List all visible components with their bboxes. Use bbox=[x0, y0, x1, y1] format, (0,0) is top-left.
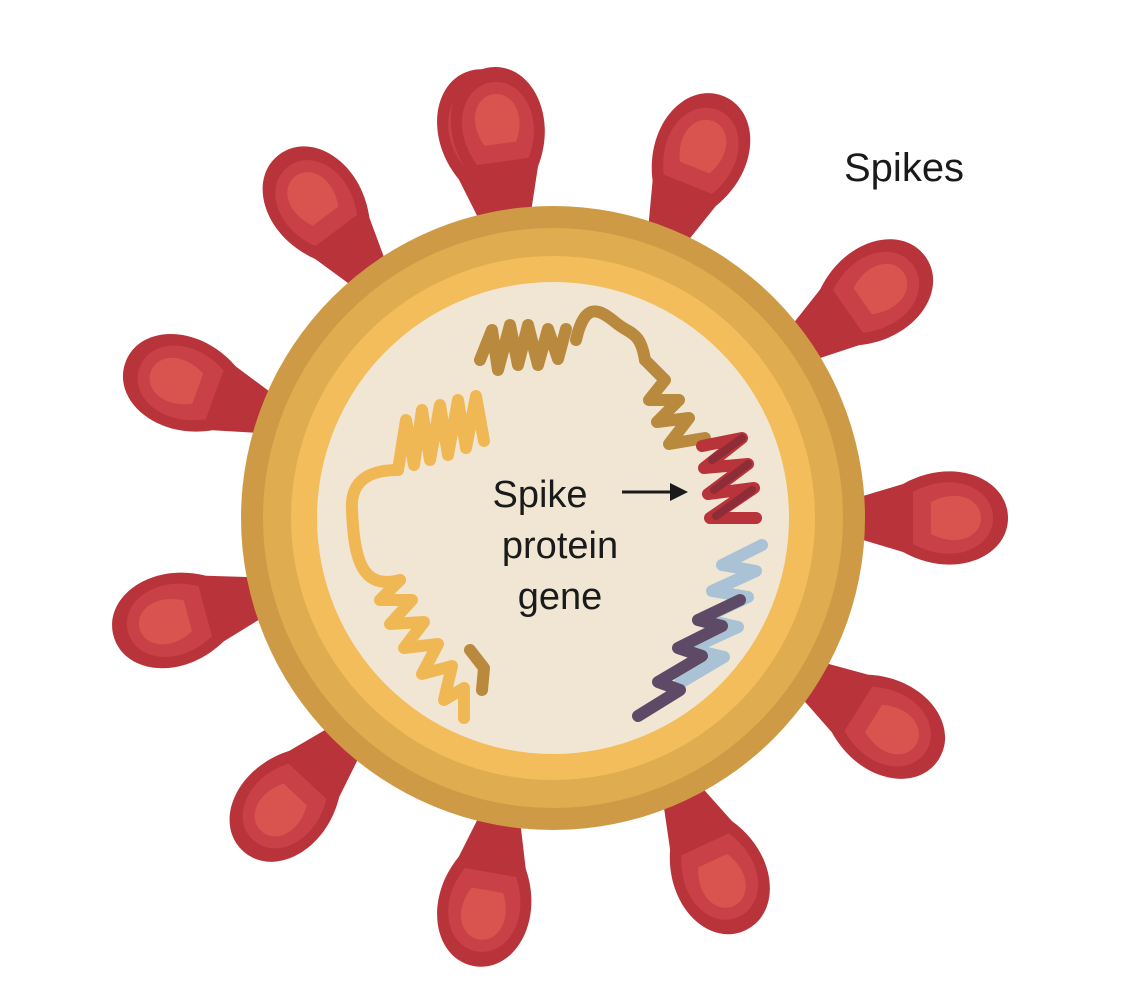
spikes-label: Spikes bbox=[844, 146, 965, 190]
rna-segment-coil-right bbox=[639, 354, 711, 450]
spike-7 bbox=[437, 800, 532, 967]
spike-4 bbox=[843, 471, 1008, 565]
rna-strand bbox=[345, 305, 768, 724]
rna-segment-coil-bottom-left-dark bbox=[464, 644, 490, 696]
spike-2 bbox=[646, 93, 751, 256]
spike-proteins bbox=[112, 67, 1008, 967]
rna-segment-spike-gene-dark bbox=[708, 434, 756, 520]
rna-segment-top-connector bbox=[570, 305, 651, 366]
spike-10 bbox=[123, 334, 286, 434]
spike-protein-gene-label: Spike protein gene bbox=[470, 470, 650, 623]
gene-label-line3: gene bbox=[517, 576, 603, 618]
rna-segment-coil-top bbox=[474, 319, 572, 376]
rna-segment-left-loop bbox=[345, 464, 406, 588]
spike-8 bbox=[229, 719, 367, 862]
spike-6 bbox=[661, 774, 770, 935]
rna-segment-coil-top-left bbox=[392, 390, 490, 476]
spike-9 bbox=[112, 572, 278, 669]
spike-gene-arrow bbox=[622, 483, 688, 501]
spike-11 bbox=[262, 146, 392, 297]
spike-12 bbox=[450, 67, 545, 234]
spike-3 bbox=[781, 239, 934, 365]
rna-segment-coil-bottom-left bbox=[374, 574, 470, 724]
gene-label-line2: protein bbox=[501, 525, 619, 567]
spike-5 bbox=[790, 658, 945, 779]
gene-label-line1: Spike bbox=[492, 474, 588, 516]
rna-segment-purple bbox=[632, 594, 746, 722]
